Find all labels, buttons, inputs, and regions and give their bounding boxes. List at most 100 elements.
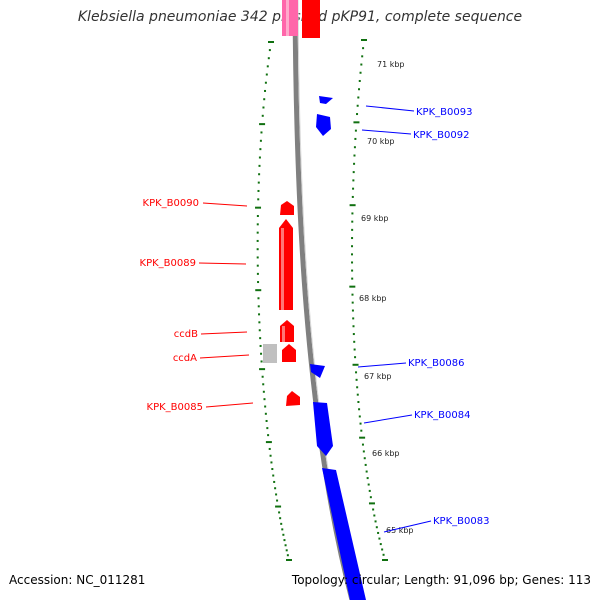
outer-track-tick [373,514,376,517]
outer-track-tick [349,285,356,288]
inner-track-tick [267,434,270,437]
tick-label-70kbp: 70 kbp [367,137,395,146]
inner-track-tick [285,549,288,552]
outer-track-tick [357,401,360,404]
inner-track-tick [264,81,267,84]
inner-track-tick [258,321,261,324]
inner-track-tick [260,360,263,363]
outer-track-tick [361,55,364,58]
outer-track-tick [358,415,361,418]
gene-feature-top-pink[interactable] [282,0,298,36]
outer-track-tick [358,408,361,411]
gene-feature-kpk-b0083[interactable] [322,468,366,600]
inner-track-tick [259,148,262,151]
inner-track-tick [261,114,264,117]
inner-track-tick [258,313,261,316]
inner-track-tick [262,390,265,393]
outer-track-tick [375,526,378,529]
outer-track-tick [379,543,382,546]
gene-feature-kpk-b0093[interactable] [319,96,333,104]
inner-track-tick [284,544,287,547]
outer-track-tick [368,502,375,505]
inner-track-tick [267,57,270,60]
outer-track-tick [356,386,359,389]
inner-track-tick [286,559,292,561]
inner-track-tick [259,123,266,126]
gene-label-kpk-b0093[interactable]: KPK_B0093 [416,107,472,118]
outer-track-tick [353,146,356,149]
inner-track-tick [266,427,269,430]
tick-tracks [255,39,388,561]
outer-track-tick [353,348,356,351]
outer-track-tick [351,220,354,223]
outer-track-tick [369,496,372,499]
inner-track-tick [259,139,262,142]
gene-feature-kpk-b0085[interactable] [286,391,300,406]
gene-label-kpk-b0084[interactable]: KPK_B0084 [414,410,470,421]
inner-track-tick [255,206,262,209]
outer-track-tick [351,301,354,304]
map-summary: Topology: circular; Length: 91,096 bp; G… [291,573,591,587]
inner-track-tick [258,329,261,332]
outer-track-tick [351,261,354,264]
gene-feature-kpk-b0084[interactable] [313,402,333,456]
gene-label-ccdb[interactable]: ccdB [174,329,198,340]
gene-label-kpk-b0086[interactable]: KPK_B0086 [408,358,464,369]
outer-track-tick [361,443,364,446]
outer-track-tick [352,179,355,182]
inner-track-tick [257,198,260,201]
gene-label-kpk-b0090[interactable]: KPK_B0090 [143,198,199,209]
inner-track-tick [256,215,259,218]
outer-track-tick [352,171,355,174]
inner-track-tick [258,173,261,176]
gene-label-kpk-b0092[interactable]: KPK_B0092 [413,130,469,141]
outer-track-tick [351,237,354,240]
gene-features [263,0,366,600]
outer-track-tick [351,195,354,198]
inner-track-tick [279,517,282,520]
other-feature-grey[interactable] [263,344,277,363]
gene-feature-kpk-b0092[interactable] [316,114,331,136]
inner-track-tick [281,528,284,531]
outer-track-tick [366,477,369,480]
gene-feature-top-red[interactable] [302,0,320,38]
inner-track-tick [257,305,260,308]
outer-track-tick [359,436,366,439]
outer-track-tick [381,548,384,551]
outer-track-tick [361,39,367,41]
tick-labels: 71 kbp 70 kbp 69 kbp 68 kbp 67 kbp 66 kb… [359,60,414,535]
gene-feature-ccda[interactable] [282,344,296,362]
outer-track-tick [354,137,357,140]
tick-label-65kbp: 65 kbp [386,526,414,535]
gene-feature-kpk-b0086[interactable] [310,364,325,378]
inner-track-tick [268,41,274,43]
outer-track-tick [368,489,371,492]
inner-track-tick [269,454,272,457]
inner-track-tick [268,49,271,52]
outer-track-tick [362,450,365,453]
gene-feature-kpk-b0090[interactable] [280,201,294,215]
outer-track-tick [356,393,359,396]
inner-track-tick [264,89,267,92]
inner-track-tick [268,447,271,450]
outer-track-tick [352,363,359,366]
inner-track-tick [256,272,259,275]
inner-track-tick [275,493,278,496]
outer-track-tick [374,520,377,523]
gene-label-kpk-b0085[interactable]: KPK_B0085 [147,402,203,413]
outer-track-tick [360,429,363,432]
outer-track-tick [353,121,360,124]
outer-track-tick [365,470,368,473]
inner-track-tick [275,505,282,508]
outer-track-tick [382,559,388,561]
inner-track-tick [276,499,279,502]
outer-track-tick [352,187,355,190]
gene-label-kpk-b0083[interactable]: KPK_B0083 [433,516,489,527]
gene-label-kpk-b0089[interactable]: KPK_B0089 [140,258,196,269]
outer-track-tick [352,333,355,336]
outer-track-tick [351,228,354,231]
outer-track-tick [351,245,354,248]
gene-label-ccda[interactable]: ccdA [173,353,197,364]
inner-track-tick [262,383,265,386]
tick-label-66kbp: 66 kbp [372,449,400,458]
